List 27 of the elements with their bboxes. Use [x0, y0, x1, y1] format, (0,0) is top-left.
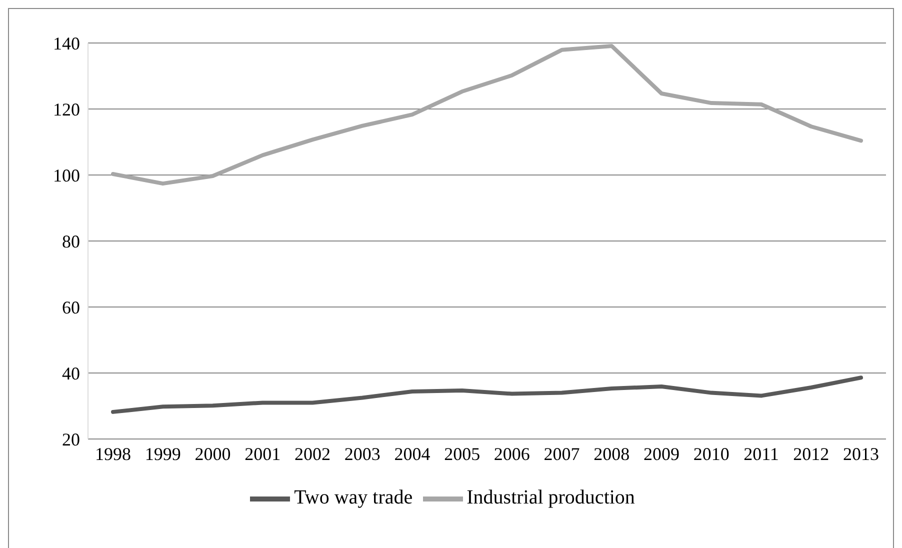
x-tick-label: 1999 [144, 444, 181, 464]
x-tick-label: 2013 [843, 444, 879, 464]
x-tick-label: 2005 [444, 444, 480, 464]
x-tick-label: 2007 [544, 444, 580, 464]
legend-label: Two way trade [294, 486, 413, 509]
line-series [111, 44, 863, 186]
y-tick-label: 80 [62, 231, 80, 252]
x-tick-label: 2012 [793, 444, 830, 464]
legend-label: Industrial production [466, 486, 635, 509]
x-tick-label: 2011 [744, 444, 779, 464]
x-tick-label: 2009 [644, 444, 680, 464]
y-tick-label: 20 [62, 429, 80, 450]
line-series [111, 376, 863, 414]
x-tick-label: 2006 [494, 444, 530, 464]
y-tick-label: 140 [53, 33, 80, 54]
x-tick-label: 2004 [394, 444, 430, 464]
y-tick-label: 120 [53, 99, 80, 120]
x-tick-label: 2010 [693, 444, 730, 464]
x-tick-label: 2008 [594, 444, 630, 464]
y-tick-label: 100 [53, 165, 80, 186]
x-tick-label: 2001 [244, 444, 281, 464]
x-tick-label: 2002 [294, 444, 330, 464]
y-tick-label: 40 [62, 363, 80, 384]
y-tick-label: 60 [62, 297, 80, 318]
x-tick-label: 2003 [344, 444, 380, 464]
x-tick-label: 2000 [194, 444, 231, 464]
x-tick-label: 1998 [95, 444, 131, 464]
